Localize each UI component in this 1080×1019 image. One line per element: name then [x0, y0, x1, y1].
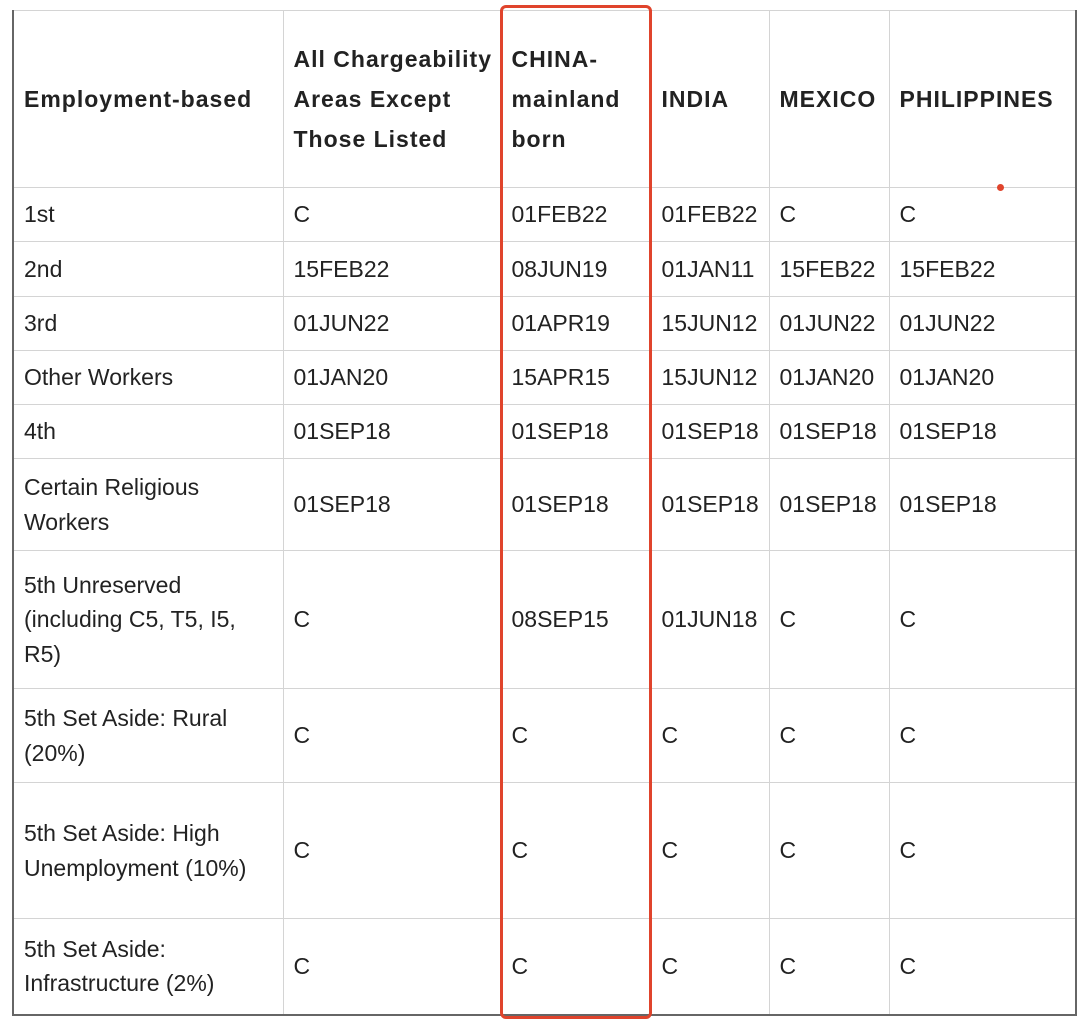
date-cell: C [650, 918, 770, 1015]
table-row: 4th 01SEP18 01SEP18 01SEP18 01SEP18 01SEP18 [12, 404, 1077, 459]
date-cell: 01JUN22 [282, 296, 502, 351]
date-cell: 15APR15 [500, 350, 652, 405]
date-cell: 15FEB22 [282, 241, 502, 297]
date-cell: 01SEP18 [888, 404, 1077, 459]
date-cell: 01FEB22 [650, 187, 770, 242]
table-row: Certain Religious Workers 01SEP18 01SEP18 0… [12, 458, 1077, 551]
table-row: 1st C 01FEB22 01FEB22 C C [12, 187, 1077, 242]
date-cell: 15FEB22 [888, 241, 1077, 297]
date-cell: C [888, 187, 1077, 242]
date-cell: 01SEP18 [282, 404, 502, 459]
table-row: Other Workers 01JAN20 15APR15 15JUN12 01JAN2… [12, 350, 1077, 405]
date-cell: 01SEP18 [768, 458, 890, 551]
date-cell: 01SEP18 [650, 404, 770, 459]
date-cell: 01JAN20 [888, 350, 1077, 405]
header-cell: PHILIPPINES [888, 10, 1077, 188]
row-label: 4th [12, 404, 284, 459]
row-label: 2nd [12, 241, 284, 297]
date-cell: C [888, 918, 1077, 1015]
date-cell: 15JUN12 [650, 296, 770, 351]
date-cell: 01SEP18 [282, 458, 502, 551]
date-cell: 01APR19 [500, 296, 652, 351]
marker-dot [997, 184, 1004, 191]
date-cell: C [650, 688, 770, 783]
visa-bulletin-table: Employment-based All Chargeability Areas … [12, 10, 1077, 1016]
date-cell: 01FEB22 [500, 187, 652, 242]
date-cell: 01SEP18 [500, 404, 652, 459]
date-cell: C [282, 688, 502, 783]
date-cell: C [282, 187, 502, 242]
header-row: Employment-based All Chargeability Areas … [12, 10, 1077, 188]
date-cell: C [768, 688, 890, 783]
date-cell: 15JUN12 [650, 350, 770, 405]
row-label: 5th Set Aside: High Unemployment (10%) [12, 782, 284, 919]
date-cell: C [888, 688, 1077, 783]
date-cell: 01SEP18 [888, 458, 1077, 551]
date-cell: C [500, 782, 652, 919]
date-cell: 01SEP18 [768, 404, 890, 459]
date-cell: 01JAN20 [282, 350, 502, 405]
table-row: 3rd 01JUN22 01APR19 15JUN12 01JUN22 01JUN22 [12, 296, 1077, 351]
date-cell: C [768, 550, 890, 689]
row-label: Certain Religious Workers [12, 458, 284, 551]
date-cell: C [768, 187, 890, 242]
date-cell: C [888, 782, 1077, 919]
header-cell: MEXICO [768, 10, 890, 188]
date-cell: 01JAN11 [650, 241, 770, 297]
date-cell: 08JUN19 [500, 241, 652, 297]
row-label: 5th Unreserved (including C5, T5, I5, R5… [12, 550, 284, 689]
date-cell: 01SEP18 [650, 458, 770, 551]
header-cell: CHINA-mainland born [500, 10, 652, 188]
date-cell: C [650, 782, 770, 919]
header-cell: Employment-based [12, 10, 284, 188]
date-cell: 15FEB22 [768, 241, 890, 297]
row-label: 5th Set Aside: Rural (20%) [12, 688, 284, 783]
date-cell: 01JUN22 [768, 296, 890, 351]
date-cell: 01JUN18 [650, 550, 770, 689]
table-row: 5th Set Aside: Infrastructure (2%) C C C C C [12, 918, 1077, 1015]
row-label: 1st [12, 187, 284, 242]
date-cell: 01SEP18 [500, 458, 652, 551]
date-cell: C [768, 782, 890, 919]
table-row: 5th Unreserved (including C5, T5, I5, R5… [12, 550, 1077, 689]
date-cell: C [888, 550, 1077, 689]
date-cell: 08SEP15 [500, 550, 652, 689]
date-cell: C [500, 918, 652, 1015]
header-cell: All Chargeability Areas Except Those Lis… [282, 10, 502, 188]
row-label: 3rd [12, 296, 284, 351]
table-row: 5th Set Aside: High Unemployment (10%) C C… [12, 782, 1077, 919]
row-label: Other Workers [12, 350, 284, 405]
date-cell: C [282, 782, 502, 919]
table-row: 5th Set Aside: Rural (20%) C C C C C [12, 688, 1077, 783]
date-cell: C [282, 918, 502, 1015]
row-label: 5th Set Aside: Infrastructure (2%) [12, 918, 284, 1015]
header-cell: INDIA [650, 10, 770, 188]
date-cell: 01JAN20 [768, 350, 890, 405]
date-cell: 01JUN22 [888, 296, 1077, 351]
date-cell: C [500, 688, 652, 783]
table-row: 2nd 15FEB22 08JUN19 01JAN11 15FEB22 15FEB22 [12, 241, 1077, 297]
date-cell: C [282, 550, 502, 689]
date-cell: C [768, 918, 890, 1015]
